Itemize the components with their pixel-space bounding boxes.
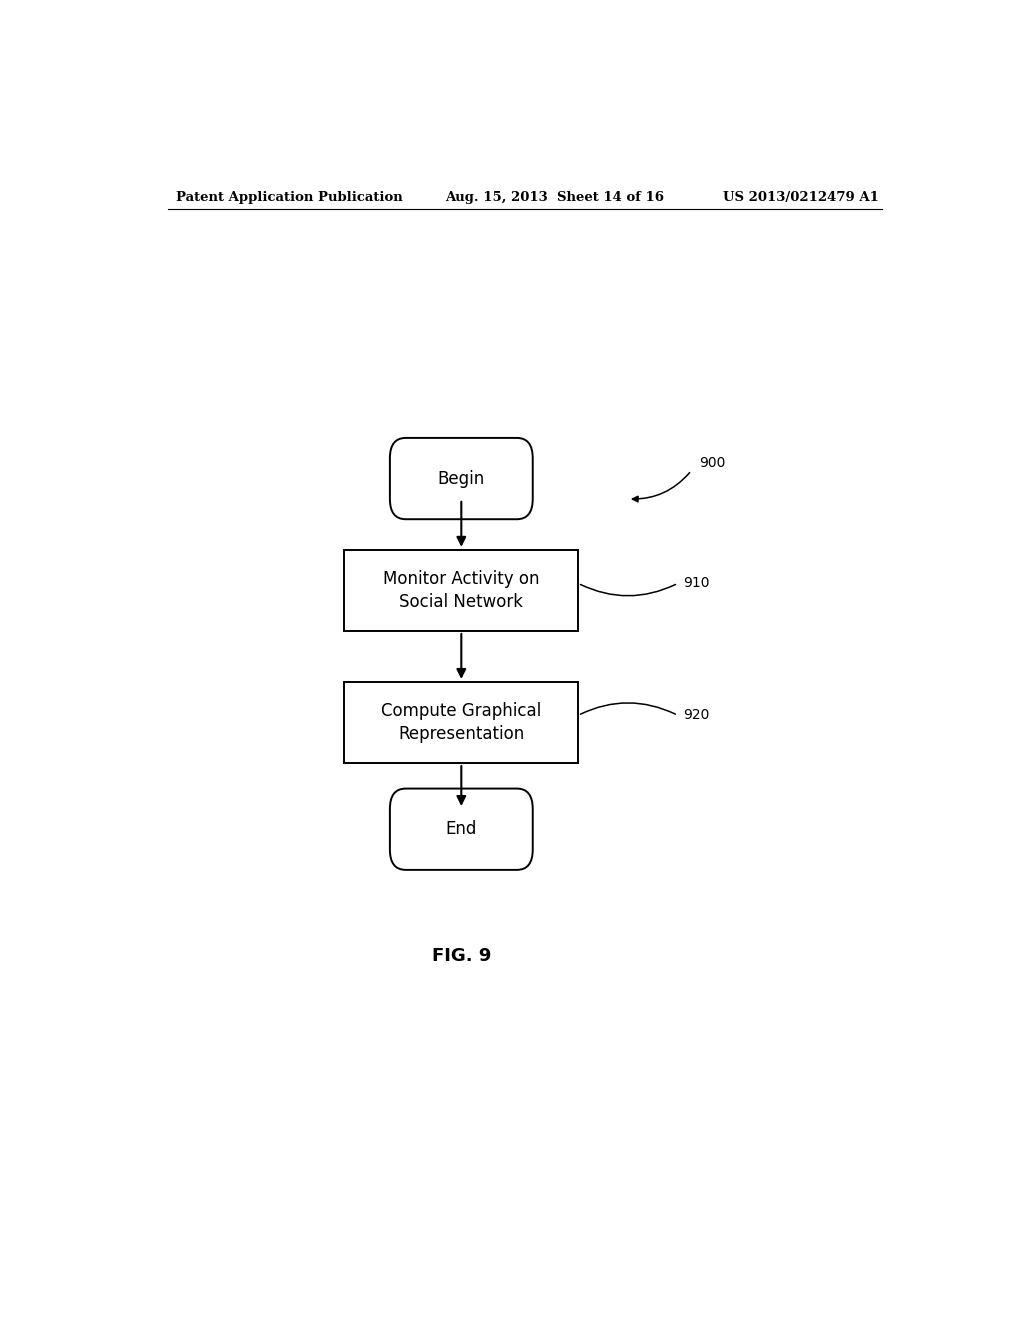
Text: Patent Application Publication: Patent Application Publication <box>176 190 402 203</box>
FancyBboxPatch shape <box>390 788 532 870</box>
FancyBboxPatch shape <box>344 549 579 631</box>
Text: Aug. 15, 2013  Sheet 14 of 16: Aug. 15, 2013 Sheet 14 of 16 <box>445 190 665 203</box>
Text: Monitor Activity on
Social Network: Monitor Activity on Social Network <box>383 569 540 611</box>
Text: Begin: Begin <box>437 470 485 487</box>
Text: 900: 900 <box>699 457 726 470</box>
FancyBboxPatch shape <box>344 682 579 763</box>
Text: US 2013/0212479 A1: US 2013/0212479 A1 <box>723 190 879 203</box>
Text: FIG. 9: FIG. 9 <box>432 948 490 965</box>
Text: Compute Graphical
Representation: Compute Graphical Representation <box>381 702 542 743</box>
FancyBboxPatch shape <box>390 438 532 519</box>
Text: 920: 920 <box>684 709 710 722</box>
Text: 910: 910 <box>684 577 710 590</box>
Text: End: End <box>445 820 477 838</box>
